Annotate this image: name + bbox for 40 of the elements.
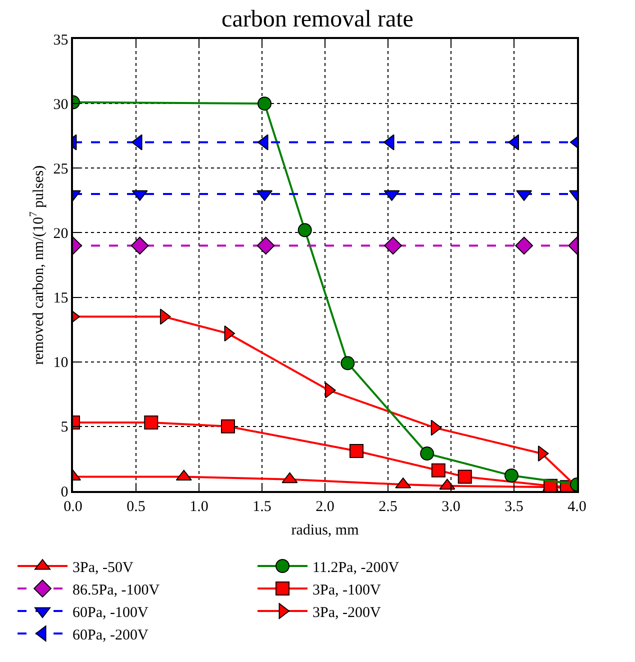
point — [515, 236, 534, 255]
legend-label: 86.5Pa, -100V — [72, 582, 160, 598]
legend-label: 60Pa, -100V — [72, 604, 149, 621]
legend-label: 3Pa, -100V — [312, 582, 382, 598]
point — [350, 444, 364, 458]
point — [458, 470, 472, 484]
x-tick-label: 3.0 — [442, 498, 460, 515]
y-tick-label: 35 — [53, 32, 68, 48]
point — [144, 416, 158, 430]
x-tick-label: 0.0 — [64, 498, 82, 515]
y-tick-label: 0 — [60, 484, 68, 500]
x-tick-label: 0.5 — [126, 498, 146, 515]
y-tick-label: 15 — [53, 290, 68, 307]
y-tick-label: 20 — [53, 226, 68, 242]
point — [256, 236, 275, 255]
point — [130, 236, 149, 255]
legend-label: 11.2Pa, -200V — [312, 560, 400, 576]
legend-label: 3Pa, -200V — [312, 604, 382, 621]
x-tick-label: 1.0 — [190, 498, 208, 515]
x-tick-label: 2.5 — [378, 498, 398, 515]
legend-label: 60Pa, -200V — [72, 627, 149, 644]
point — [504, 468, 518, 482]
point — [431, 463, 446, 478]
x-tick-label: 3.5 — [504, 498, 524, 515]
point — [220, 419, 235, 434]
x-axis-title: radius, mm — [291, 522, 360, 538]
y-tick-label: 5 — [60, 420, 68, 436]
point — [258, 96, 272, 111]
y-tick-label: 30 — [53, 96, 68, 113]
y-tick-label: 25 — [53, 161, 68, 178]
x-tick-label: 4.0 — [568, 498, 586, 515]
point — [420, 446, 434, 461]
point — [298, 223, 312, 238]
y-tick-label: 10 — [53, 355, 68, 372]
x-tick-label: 1.5 — [252, 498, 272, 515]
legend-label: 3Pa, -50V — [72, 560, 134, 576]
point — [384, 236, 402, 255]
point — [340, 356, 355, 370]
x-tick-label: 2.0 — [316, 498, 334, 515]
chart-title: carbon removal rate — [222, 6, 414, 33]
